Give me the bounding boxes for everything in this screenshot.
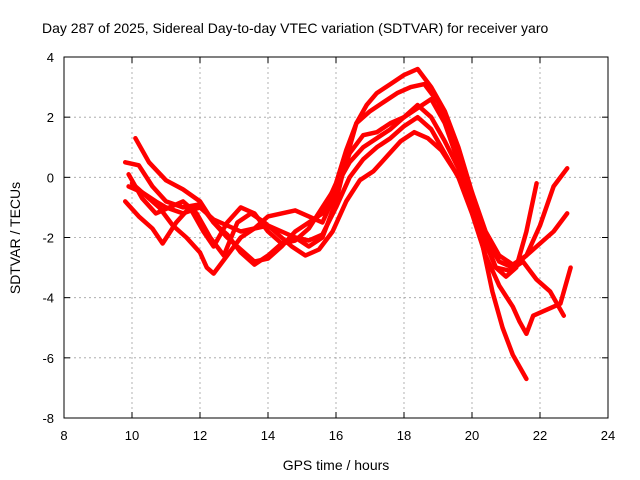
gridlines (64, 57, 608, 418)
y-tick-label-4: 4 (47, 50, 54, 65)
x-tick-label-12: 12 (193, 428, 207, 443)
y-tick-label-2: 2 (47, 110, 54, 125)
x-tick-label-10: 10 (125, 428, 139, 443)
series-day-5 (126, 129, 567, 318)
x-tick-label-22: 22 (533, 428, 547, 443)
y-tick-label--8: -8 (42, 411, 54, 426)
series-day-2 (122, 81, 539, 279)
x-tick-label-8: 8 (60, 428, 67, 443)
y-tick-label-0: 0 (47, 170, 54, 185)
data-series (122, 66, 573, 382)
series-day-4 (122, 102, 570, 270)
chart-title: Day 287 of 2025, Sidereal Day-to-day VTE… (42, 20, 548, 36)
x-tick-label-24: 24 (601, 428, 615, 443)
y-axis-label: SDTVAR / TECUs (7, 182, 23, 294)
x-tick-label-16: 16 (329, 428, 343, 443)
series-day-6 (129, 114, 573, 337)
y-tick-label--6: -6 (42, 351, 54, 366)
series-day-3 (126, 96, 570, 267)
y-tick-label--4: -4 (42, 291, 54, 306)
x-axis-label: GPS time / hours (283, 457, 390, 473)
series-day-1 (133, 66, 529, 382)
y-tick-label--2: -2 (42, 231, 54, 246)
x-tick-label-20: 20 (465, 428, 479, 443)
x-tick-label-14: 14 (261, 428, 275, 443)
x-tick-label-18: 18 (397, 428, 411, 443)
